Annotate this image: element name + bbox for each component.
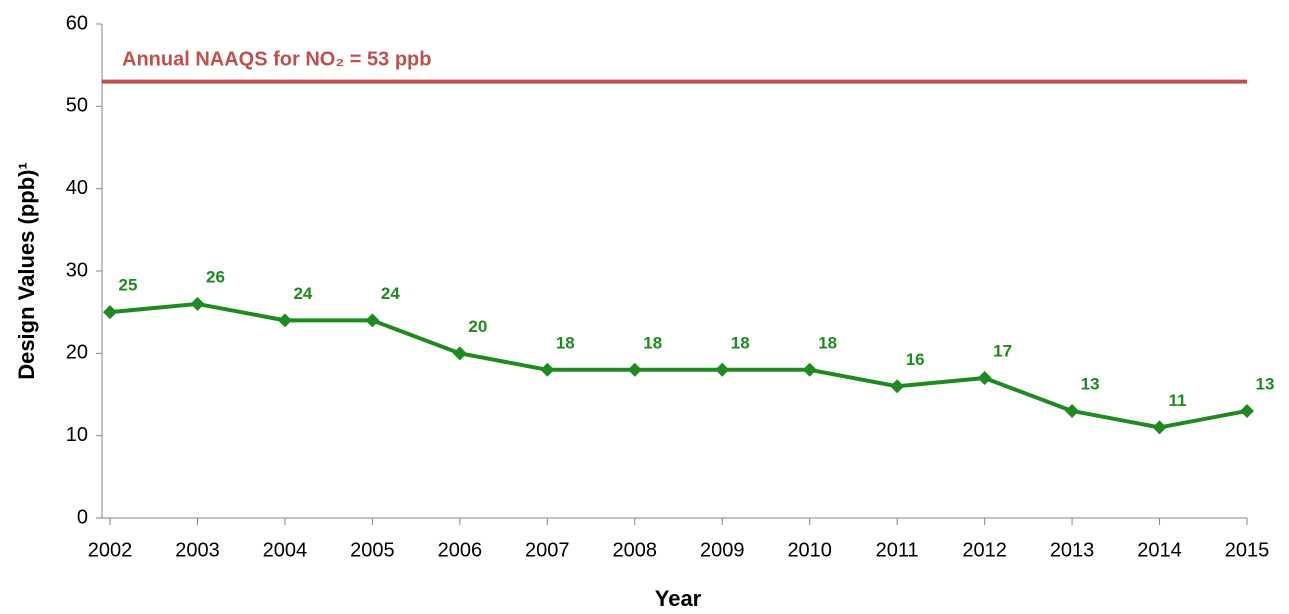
x-tick-label: 2012 — [962, 539, 1007, 561]
x-tick-label: 2007 — [525, 539, 570, 561]
x-tick-label: 2003 — [175, 539, 220, 561]
point-marker — [540, 362, 555, 377]
point-marker — [1240, 403, 1254, 418]
data-label: 18 — [643, 333, 662, 352]
x-tick-label: 2010 — [787, 539, 832, 561]
data-label: 20 — [468, 317, 487, 336]
point-marker — [715, 362, 730, 377]
data-label: 18 — [556, 333, 575, 352]
data-label: 26 — [206, 267, 225, 286]
point-marker — [365, 313, 380, 328]
y-axis-label: Design Values (ppb)¹ — [14, 162, 39, 380]
x-tick-label: 2008 — [613, 539, 658, 561]
point-marker — [977, 371, 992, 386]
point-marker — [1152, 420, 1167, 435]
point-marker — [452, 346, 467, 361]
data-label: 24 — [293, 284, 312, 303]
y-tick-label: 60 — [66, 12, 88, 34]
x-tick-label: 2004 — [263, 539, 308, 561]
point-marker — [277, 313, 292, 328]
data-label: 24 — [381, 284, 400, 303]
y-tick-label: 40 — [66, 177, 88, 199]
point-marker — [890, 379, 905, 394]
x-tick-label: 2002 — [88, 539, 133, 561]
x-tick-label: 2005 — [350, 539, 395, 561]
x-tick-label: 2013 — [1050, 539, 1095, 561]
x-tick-label: 2006 — [438, 539, 483, 561]
point-marker — [190, 296, 205, 311]
y-tick-label: 30 — [66, 259, 88, 281]
data-label: 18 — [818, 333, 837, 352]
y-tick-label: 0 — [77, 506, 88, 528]
x-axis-label: Year — [655, 586, 702, 611]
point-marker — [1065, 403, 1080, 418]
x-tick-label: 2009 — [700, 539, 745, 561]
y-tick-label: 20 — [66, 342, 88, 364]
series-line — [109, 301, 1248, 430]
x-tick-label: 2011 — [876, 539, 919, 561]
data-label: 25 — [119, 276, 138, 295]
data-label: 17 — [993, 342, 1012, 361]
point-marker — [802, 362, 817, 377]
y-tick-label: 10 — [66, 424, 88, 446]
data-label: 13 — [1256, 374, 1275, 393]
x-tick-label: 2015 — [1225, 539, 1270, 561]
data-label: 16 — [906, 350, 925, 369]
reference-label: Annual NAAQS for NO₂ = 53 ppb — [122, 48, 431, 70]
point-marker — [103, 305, 117, 320]
data-label: 13 — [1081, 374, 1100, 393]
point-marker — [627, 362, 642, 377]
data-label: 18 — [731, 333, 750, 352]
x-tick-label: 2014 — [1137, 539, 1182, 561]
y-tick-label: 50 — [66, 95, 88, 117]
data-label: 11 — [1169, 391, 1187, 410]
